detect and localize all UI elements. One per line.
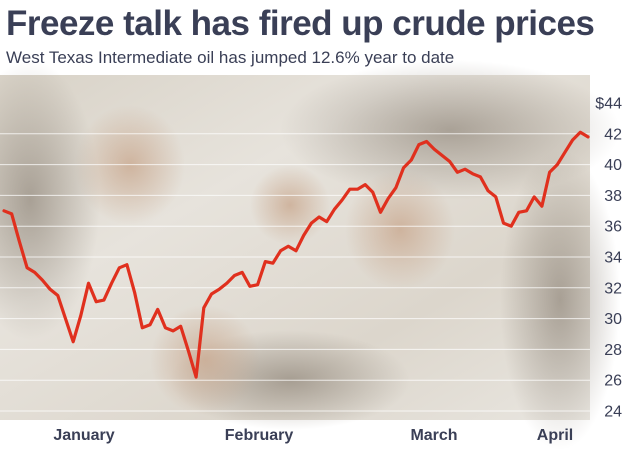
y-tick-label: 30 [604,311,622,328]
y-tick-label: $44 [595,96,622,113]
grid-lines [0,133,590,412]
x-axis: January February March April [53,427,573,444]
x-tick-label: February [225,427,294,444]
price-series-line [2,130,590,379]
y-tick-label: 32 [604,280,622,297]
x-tick-label: January [53,427,114,444]
y-tick-label: 36 [604,219,622,236]
y-tick-label: 40 [604,157,622,174]
y-tick-label: 26 [604,373,622,390]
x-tick-label: March [410,427,457,444]
y-tick-label: 38 [604,188,622,205]
chart-subtitle: West Texas Intermediate oil has jumped 1… [6,48,455,67]
y-tick-label: 34 [604,250,622,267]
y-tick-label: 28 [604,342,622,359]
y-tick-label: 24 [604,404,622,421]
y-axis: $44 42 40 38 36 34 32 30 28 26 24 [595,96,622,421]
y-tick-label: 42 [604,126,622,143]
x-tick-label: April [537,427,573,444]
chart-title: Freeze talk has fired up crude prices [6,4,595,43]
background-photo [0,60,620,450]
